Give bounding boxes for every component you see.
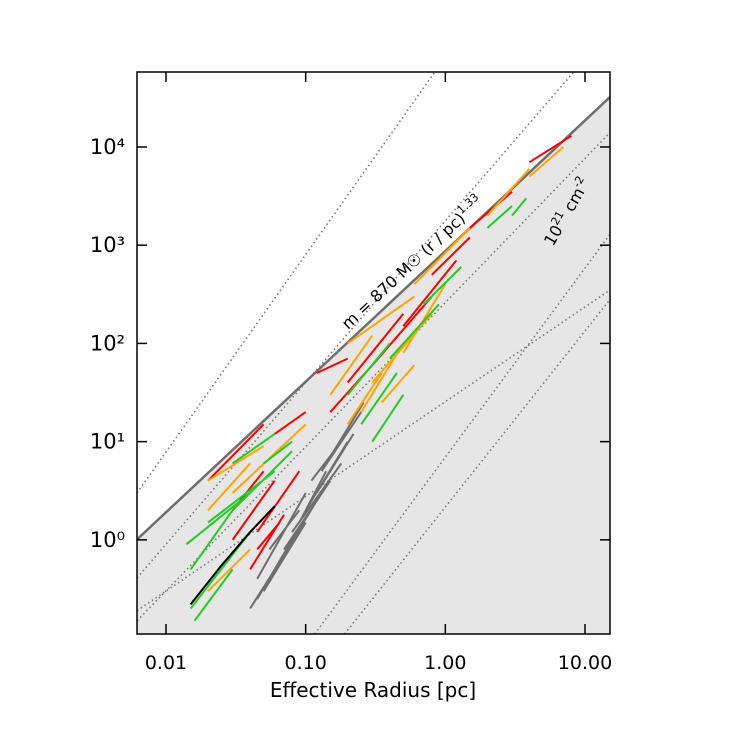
density-exponent: 21 [548, 209, 566, 228]
data-line [249, 401, 365, 610]
data-line [207, 146, 565, 592]
y-tick-label: 10⁰ [90, 528, 125, 552]
density-guide [137, 132, 610, 622]
x-tick-label: 0.10 [285, 652, 327, 674]
density-guide [343, 299, 610, 634]
axes-frame [136, 71, 611, 635]
density-guide [314, 233, 610, 634]
data-line [189, 505, 276, 606]
density-guide [137, 72, 575, 579]
data-line [185, 197, 528, 622]
x-tick-label: 1.00 [424, 652, 466, 674]
density-guide [137, 289, 610, 612]
data-line [207, 134, 573, 570]
reference-line [137, 96, 610, 541]
x-tick-label: 0.01 [145, 652, 187, 674]
x-axis-label: Effective Radius [pc] [270, 678, 476, 702]
y-tick-label: 10³ [90, 233, 125, 257]
density-guide [137, 72, 436, 494]
plot-area [137, 72, 610, 634]
shaded-region [137, 97, 610, 634]
y-tick-label: 10¹ [90, 430, 125, 454]
y-tick-label: 10² [90, 331, 125, 355]
y-tick-label: 10⁴ [90, 135, 125, 159]
x-tick-label: 10.00 [558, 652, 612, 674]
